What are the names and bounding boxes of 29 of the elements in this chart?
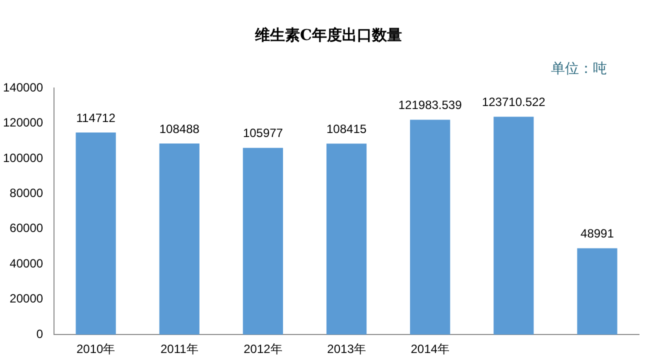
y-tick-label: 140000	[2, 80, 44, 94]
text: 单位：吨	[551, 60, 607, 78]
data-label: 105977	[242, 126, 284, 140]
chart-title: 维生素C年度出口数量	[254, 26, 403, 45]
data-label: 121983.539	[398, 98, 462, 112]
bar	[76, 132, 116, 335]
bar	[159, 144, 200, 335]
bar	[577, 248, 618, 335]
y-tick-label: 120000	[2, 116, 44, 130]
bar	[410, 120, 450, 335]
y-tick-label: 0	[36, 326, 44, 341]
data-label: 108488	[159, 122, 200, 136]
x-tick-label: 2010年	[76, 342, 116, 356]
bar	[326, 144, 367, 335]
data-label: 108415	[326, 122, 367, 136]
y-tick-label: 60000	[10, 221, 44, 236]
bar	[242, 148, 284, 335]
y-tick-label: 40000	[10, 256, 44, 270]
data-label: 114712	[76, 110, 116, 125]
bar	[494, 116, 534, 335]
y-tick-label: 80000	[10, 186, 44, 200]
y-tick-label: 100000	[2, 150, 44, 165]
x-tick-label: 2014年	[410, 342, 450, 356]
y-tick-label: 20000	[10, 292, 44, 306]
x-tick-label: 2011年	[160, 342, 198, 356]
x-tick-label: 2013年	[327, 342, 366, 356]
data-label: 123710.522	[482, 95, 546, 110]
data-label: 48991	[580, 226, 614, 241]
x-tick-label: 2012年	[244, 342, 282, 356]
